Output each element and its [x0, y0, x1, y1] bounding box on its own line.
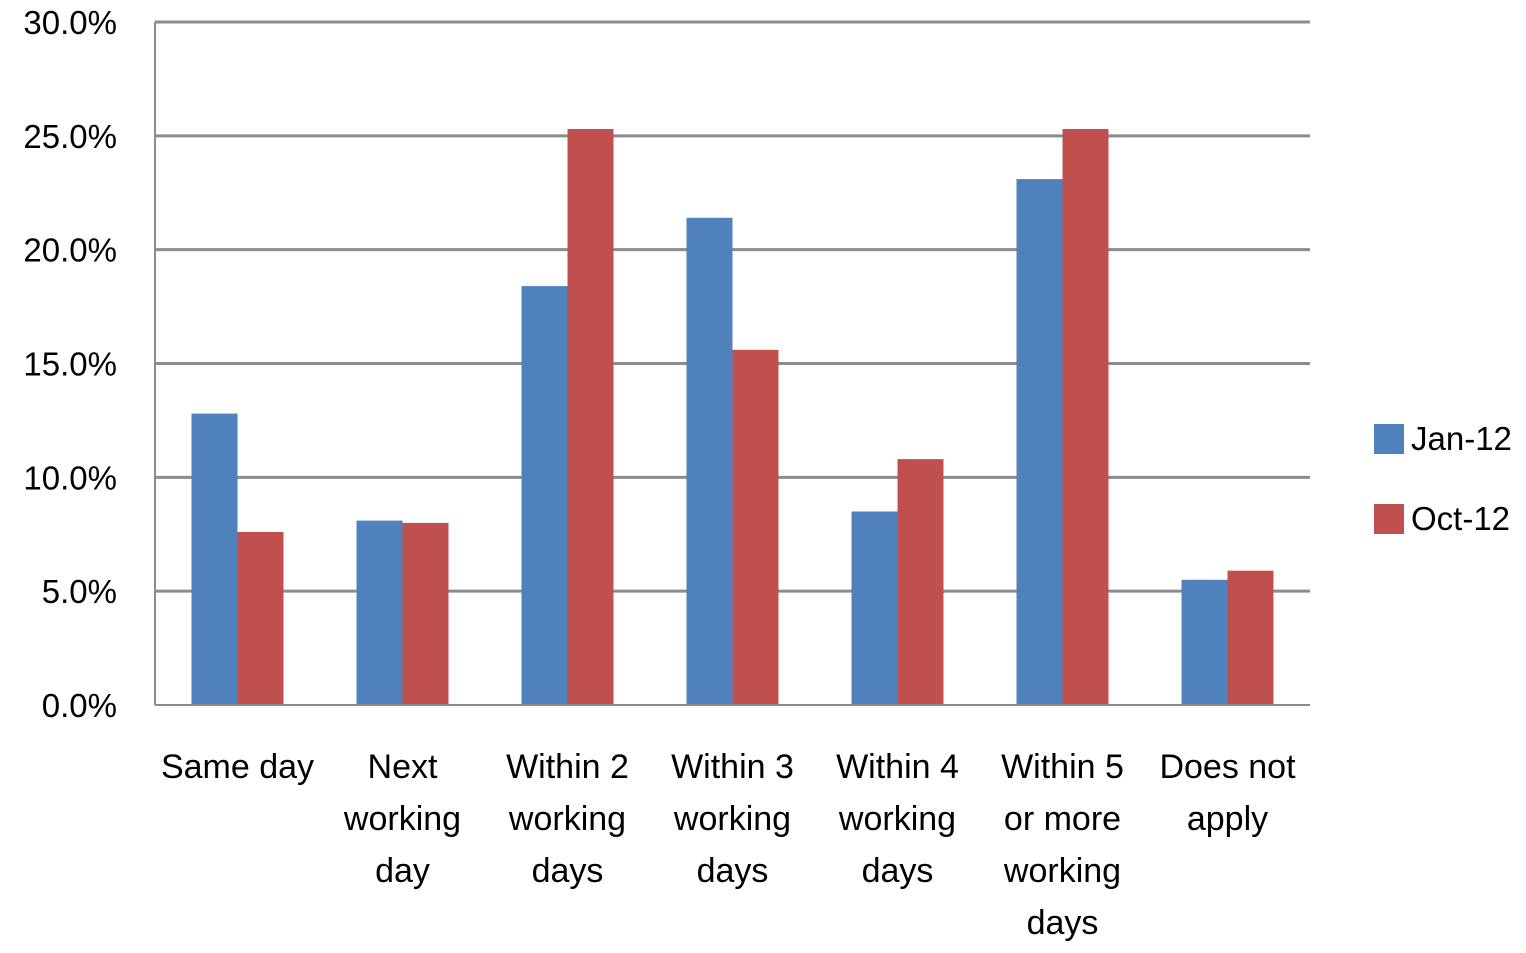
x-category-label: Does not apply [1159, 748, 1296, 838]
x-category-label: Same day [161, 748, 314, 786]
bars [191, 129, 1274, 706]
x-category-label: Within 4 working days [836, 748, 959, 890]
x-category-label: Within 3 working days [671, 748, 794, 890]
bar-jan-12 [851, 511, 898, 705]
bar-oct-12 [1227, 570, 1274, 705]
bar-jan-12 [191, 413, 238, 705]
bar-oct-12 [402, 522, 449, 705]
bar-oct-12 [897, 459, 944, 705]
x-category-label: Next working day [343, 748, 461, 890]
bar-jan-12 [521, 286, 568, 705]
y-tick-label: 0.0% [42, 687, 117, 724]
legend: Jan-12 Oct-12 [1374, 420, 1512, 537]
legend-label: Jan-12 [1411, 420, 1512, 457]
bar-oct-12 [237, 531, 284, 705]
y-tick-label: 15.0% [23, 346, 117, 383]
y-tick-label: 10.0% [23, 459, 117, 496]
y-tick-label: 30.0% [23, 4, 117, 41]
y-tick-label: 25.0% [23, 118, 117, 155]
bar-jan-12 [356, 520, 403, 705]
x-category-label: Within 2 working days [506, 748, 629, 890]
bar-oct-12 [1062, 129, 1109, 706]
axes [154, 22, 1310, 706]
legend-swatch-jan-12 [1374, 424, 1404, 454]
bar-oct-12 [732, 349, 779, 705]
legend-label: Oct-12 [1411, 500, 1510, 537]
bar-jan-12 [1181, 579, 1228, 705]
y-tick-label: 5.0% [42, 573, 117, 610]
y-axis-tick-labels: 0.0% 5.0% 10.0% 15.0% 20.0% 25.0% 30.0% [23, 4, 117, 724]
x-category-label: Within 5 or more working days [1001, 748, 1124, 942]
legend-swatch-oct-12 [1374, 504, 1404, 534]
x-axis-category-labels: Same day Next working day Within 2 working day… [161, 748, 1296, 942]
bar-jan-12 [1016, 179, 1063, 706]
bar-oct-12 [567, 129, 614, 706]
bar-jan-12 [686, 217, 733, 705]
y-tick-label: 20.0% [23, 232, 117, 269]
